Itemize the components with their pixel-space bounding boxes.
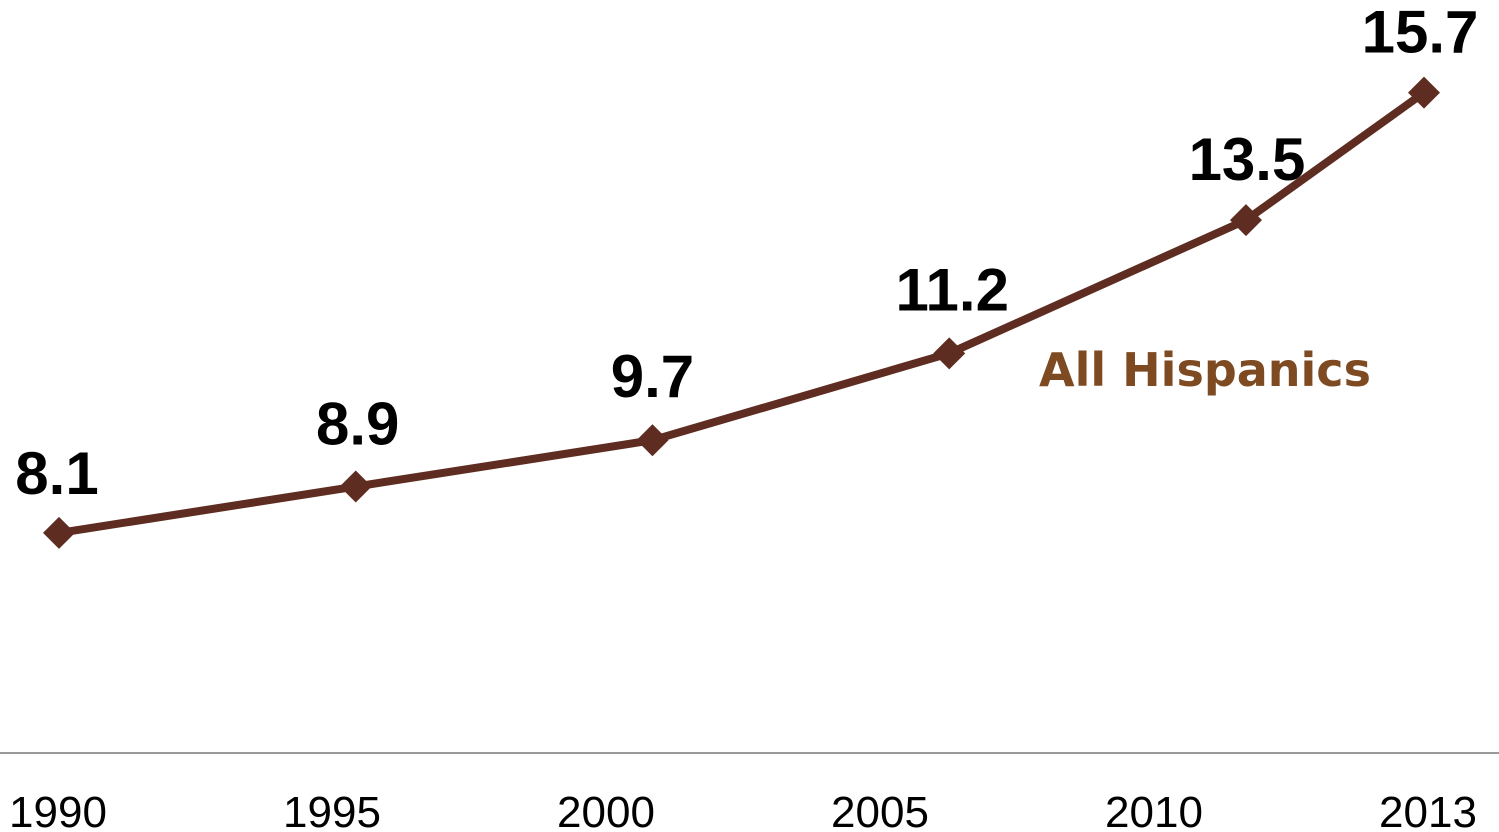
x-tick-label-2005: 2005: [831, 788, 929, 832]
data-point-2000: [636, 424, 669, 457]
data-label-1995: 8.9: [316, 391, 399, 458]
data-point-2005: [933, 337, 966, 370]
data-labels: 8.1 8.9 9.7 11.2 13.5 15.7: [15, 0, 1478, 507]
data-point-2010: [1229, 204, 1262, 237]
series-label: All Hispanics: [1039, 343, 1371, 397]
x-tick-label-2013: 2013: [1379, 788, 1477, 832]
data-label-2005: 11.2: [895, 256, 1008, 323]
data-label-2000: 9.7: [611, 343, 694, 410]
data-label-1990: 8.1: [15, 440, 98, 507]
x-tick-label-1995: 1995: [283, 788, 381, 832]
x-tick-labels: 1990 1995 2000 2005 2010 2013: [9, 788, 1477, 832]
series-line: [58, 89, 1427, 537]
x-tick-label-2000: 2000: [557, 788, 655, 832]
x-tick-label-2010: 2010: [1105, 788, 1203, 832]
x-tick-label-1990: 1990: [9, 788, 107, 832]
data-label-2010: 13.5: [1189, 126, 1306, 193]
data-label-2013: 15.7: [1362, 0, 1479, 66]
data-point-1995: [339, 470, 372, 503]
data-point-2013: [1408, 76, 1440, 109]
data-markers: [43, 76, 1440, 549]
data-point-1990: [43, 516, 75, 549]
